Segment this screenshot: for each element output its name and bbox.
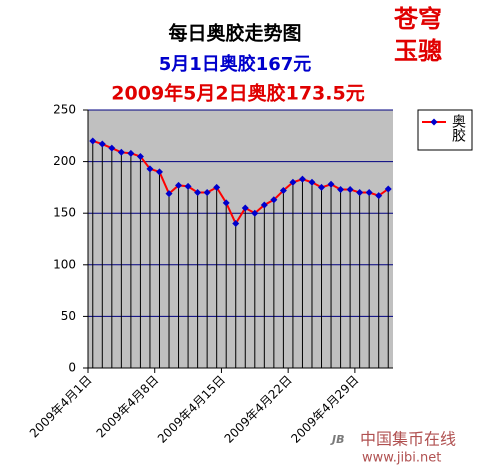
watermark: 中国集币在线 [360, 430, 456, 449]
marker [289, 178, 297, 186]
marker [346, 185, 354, 193]
marker [117, 148, 125, 156]
x-tick-label: 2009年4月8日 [94, 373, 162, 441]
marker [155, 168, 163, 176]
marker [175, 181, 183, 189]
watermark-url: www.jibi.net [362, 451, 441, 466]
marker [89, 137, 97, 145]
y-tick-label: 150 [53, 206, 76, 220]
marker [222, 199, 230, 207]
marker [298, 175, 306, 183]
marker [232, 220, 240, 228]
marker [337, 185, 345, 193]
marker [146, 165, 154, 173]
marker [213, 183, 221, 191]
marker [127, 149, 135, 157]
marker [194, 189, 202, 197]
y-tick-label: 200 [53, 154, 76, 168]
x-tick-label: 2009年4月15日 [155, 373, 228, 446]
y-tick-label: 250 [53, 103, 76, 117]
marker [318, 183, 326, 191]
marker [251, 209, 259, 217]
seal-text: 玉骢 [394, 37, 442, 65]
marker [365, 189, 373, 197]
x-tick-label: 2009年4月1日 [27, 373, 95, 441]
marker [260, 201, 268, 209]
marker [136, 152, 144, 160]
y-tick-label: 50 [61, 309, 76, 323]
marker [384, 185, 392, 193]
logo: JB [330, 433, 344, 446]
marker [356, 189, 364, 197]
marker [308, 178, 316, 186]
y-tick-label: 0 [68, 361, 76, 375]
x-tick-label: 2009年4月29日 [288, 373, 361, 446]
marker [327, 180, 335, 188]
plot-area [88, 110, 393, 368]
chart-subtitle: 5月1日奥胶167元 [159, 53, 312, 75]
x-tick-label: 2009年4月22日 [222, 373, 295, 446]
marker [279, 186, 287, 194]
chart-title: 每日奥胶走势图 [168, 22, 301, 45]
marker [108, 144, 116, 152]
legend-box [417, 109, 473, 151]
marker [184, 182, 192, 190]
chart-subtitle: 2009年5月2日奥胶173.5元 [111, 82, 364, 105]
marker [375, 192, 383, 200]
seal-text: 苍穹 [393, 5, 442, 33]
legend-label: 奥胶 [450, 113, 466, 143]
marker [165, 190, 173, 198]
marker [98, 140, 106, 148]
y-tick-label: 100 [53, 257, 76, 271]
marker [241, 204, 249, 212]
legend-marker [430, 118, 438, 126]
marker [270, 196, 278, 204]
marker [203, 189, 211, 197]
